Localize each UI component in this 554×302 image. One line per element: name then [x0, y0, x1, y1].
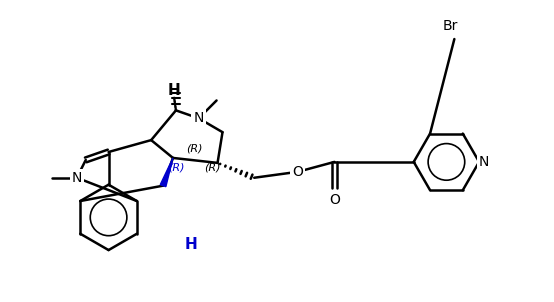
Text: Br: Br — [443, 19, 458, 33]
Text: N: N — [71, 171, 82, 185]
Text: O: O — [293, 165, 303, 179]
Text: H: H — [167, 83, 181, 98]
Text: H: H — [184, 237, 197, 252]
Text: N: N — [479, 155, 490, 169]
Polygon shape — [160, 158, 173, 187]
Text: (R): (R) — [204, 163, 220, 173]
Text: O: O — [329, 193, 340, 207]
Text: (R): (R) — [168, 163, 184, 173]
Text: (R): (R) — [186, 143, 202, 153]
Text: N: N — [193, 111, 204, 125]
